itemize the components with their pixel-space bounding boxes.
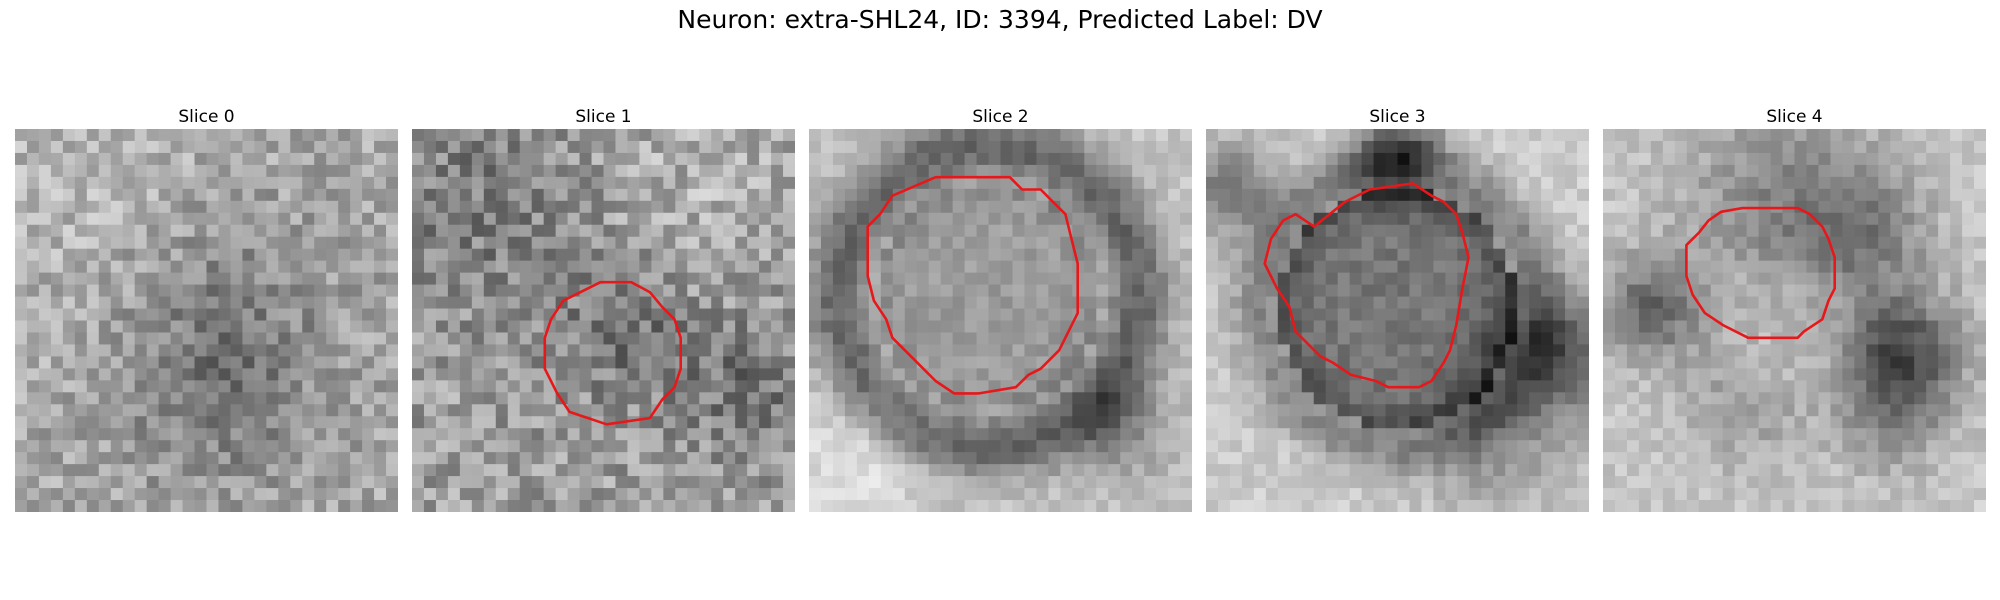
slice-title: Slice 1	[575, 107, 632, 127]
slice-title: Slice 2	[972, 107, 1029, 127]
slice-image	[1206, 129, 1589, 512]
slice-image	[412, 129, 795, 512]
slice-image	[809, 129, 1192, 512]
slice-image	[1603, 129, 1986, 512]
slice-panel-0: Slice 0	[15, 105, 398, 512]
slice-title: Slice 4	[1766, 107, 1823, 127]
pixel-grid	[412, 129, 795, 512]
pixel-grid	[809, 129, 1192, 512]
slice-panel-4: Slice 4	[1603, 105, 1986, 512]
slice-panel-1: Slice 1	[412, 105, 795, 512]
roi-contour	[1685, 206, 1836, 340]
slice-panel-2: Slice 2	[809, 105, 1192, 512]
slice-panel-3: Slice 3	[1206, 105, 1589, 512]
figure-title: Neuron: extra-SHL24, ID: 3394, Predicted…	[677, 5, 1323, 34]
slice-title: Slice 0	[178, 107, 235, 127]
slice-image	[15, 129, 398, 512]
roi-contour	[866, 175, 1080, 395]
pixel-grid	[1603, 129, 1986, 512]
pixel-grid	[15, 129, 398, 512]
pixel-grid	[1206, 129, 1589, 512]
roi-contour	[1263, 182, 1470, 389]
slice-title: Slice 3	[1369, 107, 1426, 127]
roi-contour	[543, 280, 683, 426]
